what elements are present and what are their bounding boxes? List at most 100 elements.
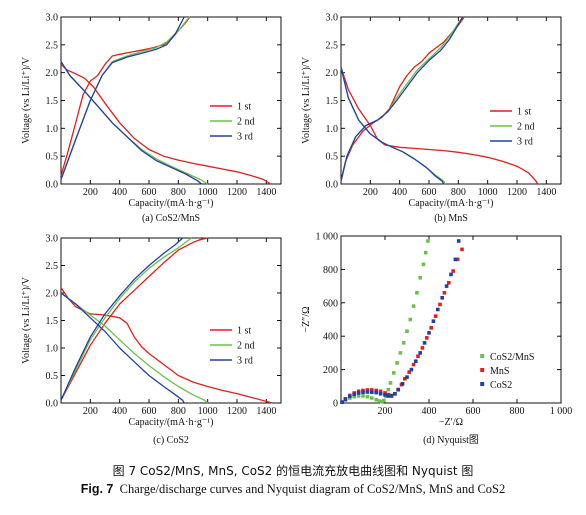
data-point-CoS2 (427, 331, 431, 335)
data-point-CoS2-MnS (361, 394, 365, 398)
series-line-3rd-charge (60, 237, 184, 401)
data-point-CoS2 (365, 390, 370, 394)
y-tick-label: 600 (323, 298, 338, 309)
data-point-CoS2-MnS (365, 394, 370, 399)
data-point-CoS2-MnS (415, 290, 419, 295)
y-tick-label: 200 (323, 365, 338, 376)
legend-label: 1 st (517, 107, 531, 118)
y-tick-label: 2.0 (326, 68, 339, 79)
data-point-CoS2-MnS (356, 394, 361, 398)
series-line-3rd-charge (60, 16, 185, 180)
legend-label: CoS2 (490, 380, 512, 391)
caption-figure-label: Fig. 7 (80, 482, 114, 496)
data-point-CoS2-MnS (386, 387, 391, 392)
data-point-CoS2 (440, 295, 444, 300)
series-line-2nd-charge (60, 16, 191, 180)
data-point-CoS2 (396, 387, 400, 392)
data-point-CoS2 (361, 390, 365, 395)
data-point-CoS2 (409, 367, 414, 372)
y-axis-label: Voltage (vs Li/Li⁺)/V (21, 276, 32, 364)
caption-chinese: 图 7 CoS2/MnS, MnS, CoS2 的恒电流充放电曲线图和 Nyqu… (112, 464, 474, 478)
y-tick-label: 0 (333, 399, 338, 410)
y-tick-label: 0.5 (326, 152, 339, 163)
data-point-CoS2 (352, 392, 356, 397)
x-axis-label: Capacity/(mA·h·g⁻¹) (129, 198, 214, 209)
y-tick-label: 0.0 (326, 180, 339, 191)
data-point-CoS2-MnS (405, 329, 409, 333)
x-tick-label: 800 (451, 187, 466, 198)
caption-english-text: Charge/discharge curves and Nyquist diag… (119, 482, 506, 496)
y-tick-label: 3.0 (326, 13, 339, 24)
series-line-1st-discharge (60, 63, 272, 185)
x-tick-label: 800 (510, 406, 525, 417)
legend-label: 3 rd (237, 132, 253, 143)
x-tick-label: 600 (142, 187, 157, 198)
data-point-MnS (370, 388, 374, 392)
x-tick-label: 600 (422, 187, 437, 198)
series-line-2nd-discharge (60, 292, 209, 404)
x-tick-label: 600 (142, 406, 157, 417)
data-point-CoS2-MnS (392, 371, 396, 375)
series-line-2nd-discharge (60, 61, 209, 185)
data-point-MnS (365, 388, 370, 392)
data-point-MnS (383, 391, 387, 395)
y-tick-label: 2.0 (46, 289, 59, 300)
data-point-MnS (442, 290, 447, 295)
data-point-CoS2-MnS (382, 398, 386, 403)
caption-english: Fig. 7 Charge/discharge curves and Nyqui… (0, 482, 586, 497)
panel-subtitle: (a) CoS2/MnS (142, 213, 200, 224)
y-tick-label: 0.0 (46, 399, 59, 410)
data-point-CoS2-MnS (423, 250, 428, 255)
x-tick-label: 1200 (507, 187, 527, 198)
data-point-CoS2-MnS (398, 351, 403, 355)
series-line-1st-discharge (340, 66, 539, 185)
data-point-MnS (425, 336, 429, 340)
x-tick-label: 800 (171, 187, 186, 198)
x-axis-label: Capacity/(mA·h·g⁻¹) (129, 417, 214, 428)
data-point-MnS (455, 257, 460, 262)
legend-label: 3 rd (517, 137, 533, 148)
series-line-3rd-discharge (60, 292, 185, 404)
y-tick-label: 2.5 (46, 40, 59, 51)
data-point-CoS2 (393, 392, 397, 396)
legend-label: MnS (490, 366, 509, 377)
x-tick-label: 200 (83, 187, 98, 198)
data-point-CoS2-MnS (388, 381, 393, 385)
data-point-CoS2-MnS (377, 399, 382, 403)
figure-canvas: 200 400 600 800 1000 1200 1400 0.0 0.5 1.0 1.5 2.0 2… (21, 13, 573, 447)
data-point-CoS2 (444, 284, 449, 288)
x-tick-label: 600 (466, 406, 481, 417)
x-tick-label: 200 (363, 187, 378, 198)
series-line-3rd-discharge (60, 61, 203, 185)
y-axis-label: Voltage (vs Li/Li⁺)/V (301, 56, 312, 144)
x-tick-label: 1 000 (550, 406, 573, 417)
data-point-MnS (429, 326, 433, 330)
data-point-MnS (378, 389, 383, 394)
y-tick-label: 800 (323, 265, 338, 276)
legend-label: 1 st (237, 326, 251, 337)
data-point-CoS2 (405, 375, 409, 379)
x-tick-label: 1400 (256, 406, 276, 417)
data-point-CoS2 (449, 272, 453, 277)
data-point-CoS2 (418, 351, 422, 355)
series-line-3rd-discharge (340, 66, 445, 185)
y-tick-label: 3.0 (46, 13, 59, 24)
data-point-CoS2 (436, 307, 440, 312)
data-point-CoS2 (383, 393, 387, 397)
series-line-2nd-charge (60, 237, 192, 401)
data-point-CoS2 (356, 391, 361, 395)
data-point-MnS (416, 354, 420, 359)
data-point-CoS2-MnS (370, 396, 374, 400)
y-tick-label: 1.5 (46, 316, 59, 327)
data-point-CoS2 (340, 400, 344, 404)
data-point-CoS2 (431, 319, 436, 323)
plot-frame-0 (60, 16, 282, 185)
plot-frame-3 (340, 235, 562, 404)
series-line-3rd-charge (340, 16, 464, 182)
data-point-CoS2 (414, 359, 418, 364)
panel-subtitle: (c) CoS2 (153, 435, 189, 446)
panel-subtitle: (d) Nyquist图 (423, 434, 479, 446)
data-point-CoS2-MnS (401, 341, 406, 345)
x-tick-label: 1000 (478, 187, 498, 198)
x-axis-label: Capacity/(mA·h·g⁻¹) (409, 198, 494, 209)
